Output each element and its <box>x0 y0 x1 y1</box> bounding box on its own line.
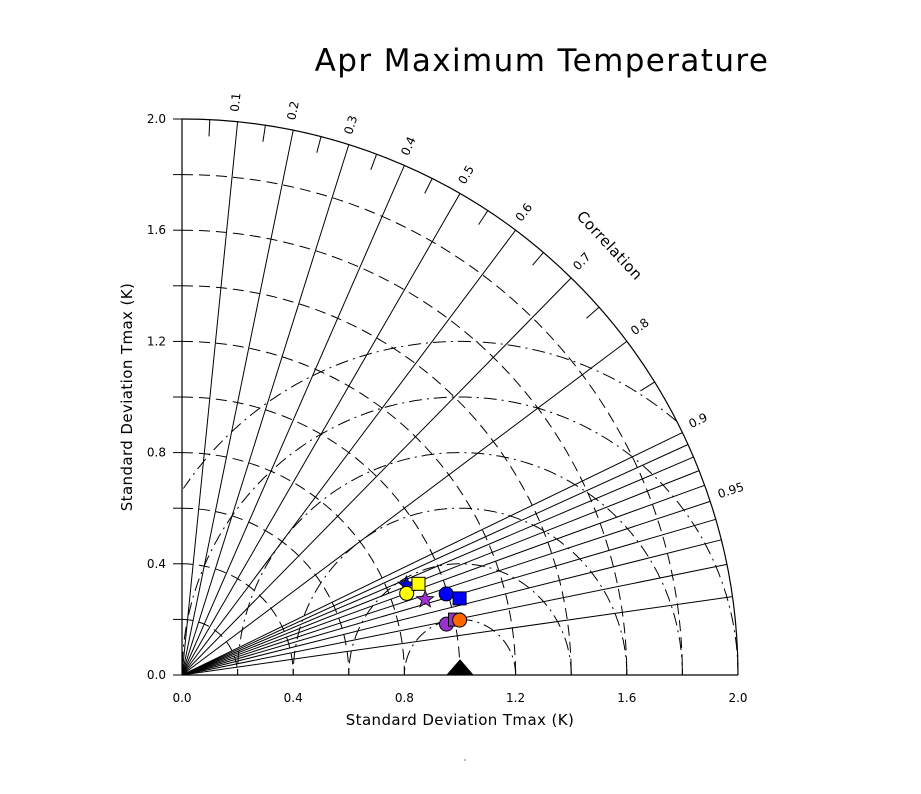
center-dot <box>464 759 466 761</box>
std-arc <box>181 396 461 676</box>
y-tick-label: 0.0 <box>147 668 166 682</box>
axis-layer: 0.0 0.4 0.8 1.2 1.6 2.0 0.0 0.4 0.8 1.2 1.6 2.0 0.1 0… <box>147 92 748 705</box>
rms-arc <box>348 563 572 675</box>
correlation-label: Correlation <box>573 207 646 284</box>
correlation-line <box>181 484 705 676</box>
data-point-square <box>452 591 467 606</box>
std-arc <box>181 285 572 676</box>
correlation-tick-label: 0.3 <box>341 114 360 136</box>
y-tick-label: 1.2 <box>147 334 166 348</box>
correlation-line <box>181 340 628 676</box>
y-tick-label: 0.4 <box>147 557 166 571</box>
correlation-line <box>181 193 461 676</box>
chart-title: Apr Maximum Temperature <box>315 43 770 79</box>
correlation-line <box>181 539 722 676</box>
data-point-square <box>411 576 426 591</box>
correlation-tick <box>586 306 600 319</box>
correlation-tick-label: 0.6 <box>513 201 536 225</box>
correlation-line <box>181 130 294 676</box>
correlation-tick-label: 0.2 <box>284 100 302 122</box>
std-arc <box>181 563 294 676</box>
std-arc <box>181 229 628 676</box>
correlation-line <box>181 277 572 676</box>
correlation-tick-label: 0.4 <box>398 135 418 158</box>
data-point-star <box>415 589 435 608</box>
correlation-line <box>181 121 239 676</box>
correlation-tick <box>208 119 211 137</box>
correlation-tick-label: 0.1 <box>228 92 244 112</box>
data-point-circle <box>438 586 454 602</box>
y-axis-label: Standard Deviation Tmax (K) <box>118 283 136 511</box>
outer-arc <box>181 118 739 676</box>
x-tick-label: 1.6 <box>617 691 636 705</box>
std-arc <box>181 452 405 676</box>
correlation-tick-label: 0.95 <box>716 480 746 502</box>
x-tick-label: 0.8 <box>395 691 414 705</box>
marker-layer <box>396 574 475 676</box>
correlation-line <box>181 144 350 676</box>
x-tick-label: 0.0 <box>172 691 191 705</box>
correlation-tick-label: 0.7 <box>570 250 593 273</box>
correlation-line <box>181 470 700 676</box>
correlation-tick <box>262 125 266 142</box>
x-tick-label: 0.4 <box>284 691 303 705</box>
correlation-tick <box>370 154 378 170</box>
correlation-line <box>181 444 689 676</box>
data-point-circle <box>452 612 468 628</box>
x-tick-label: 2.0 <box>728 691 747 705</box>
correlation-line <box>181 165 405 676</box>
std-arc <box>181 340 517 676</box>
correlation-tick <box>316 136 322 153</box>
std-arc <box>181 174 683 676</box>
y-tick-label: 0.8 <box>147 446 166 460</box>
correlation-line <box>181 596 733 676</box>
correlation-line <box>181 229 516 676</box>
rms-arc <box>182 340 678 489</box>
std-arc <box>181 507 350 676</box>
y-tick-label: 1.6 <box>147 223 166 237</box>
correlation-line <box>181 456 694 676</box>
correlation-line <box>181 432 683 676</box>
rms-arc <box>237 452 683 675</box>
x-axis-label: Standard Deviation Tmax (K) <box>346 711 574 729</box>
reference-marker <box>445 659 475 676</box>
correlation-tick-label: 0.5 <box>455 163 477 187</box>
correlation-tick-label: 0.9 <box>686 410 709 431</box>
x-tick-label: 1.2 <box>506 691 525 705</box>
correlation-tick <box>640 381 655 392</box>
correlation-tick <box>478 210 489 225</box>
rms-arc <box>292 507 628 675</box>
y-tick-label: 2.0 <box>147 112 166 126</box>
correlation-tick <box>424 178 433 194</box>
data-point-circle <box>399 585 415 601</box>
correlation-tick-label: 0.8 <box>628 315 652 338</box>
correlation-tick <box>532 252 544 266</box>
rms-arc <box>181 396 739 675</box>
